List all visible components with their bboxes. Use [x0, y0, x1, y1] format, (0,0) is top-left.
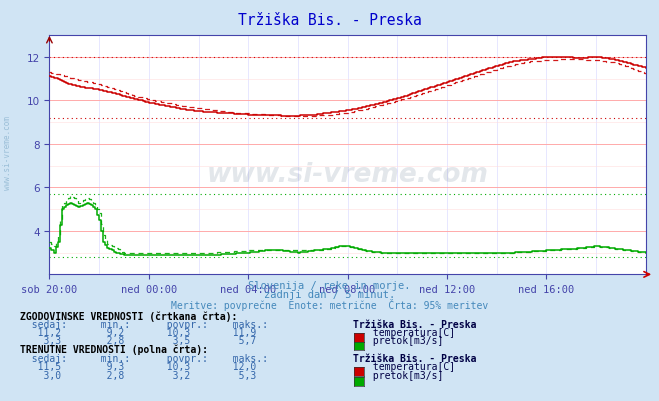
- Text: sedaj:: sedaj:: [20, 319, 67, 329]
- Text: 5,3: 5,3: [221, 370, 256, 380]
- Text: 11,5: 11,5: [20, 361, 61, 371]
- Text: pretok[m3/s]: pretok[m3/s]: [367, 370, 444, 380]
- Text: Tržiška Bis. - Preska: Tržiška Bis. - Preska: [353, 353, 476, 363]
- Text: min.:: min.:: [89, 353, 130, 363]
- Text: maks.:: maks.:: [221, 319, 268, 329]
- Text: povpr.:: povpr.:: [155, 319, 208, 329]
- Text: min.:: min.:: [89, 319, 130, 329]
- Text: Tržiška Bis. - Preska: Tržiška Bis. - Preska: [238, 13, 421, 28]
- Text: temperatura[C]: temperatura[C]: [367, 361, 455, 371]
- Text: 12,0: 12,0: [221, 361, 256, 371]
- Text: www.si-vreme.com: www.si-vreme.com: [3, 115, 13, 189]
- Text: TRENUTNE VREDNOSTI (polna črta):: TRENUTNE VREDNOSTI (polna črta):: [20, 344, 208, 354]
- Text: 2,8: 2,8: [89, 370, 124, 380]
- Text: 2,8: 2,8: [89, 335, 124, 345]
- Text: 11,2: 11,2: [20, 327, 61, 337]
- Text: 9,2: 9,2: [89, 327, 124, 337]
- Text: temperatura[C]: temperatura[C]: [367, 327, 455, 337]
- Text: pretok[m3/s]: pretok[m3/s]: [367, 335, 444, 345]
- Text: 11,9: 11,9: [221, 327, 256, 337]
- Text: 5,7: 5,7: [221, 335, 256, 345]
- Text: www.si-vreme.com: www.si-vreme.com: [207, 162, 488, 187]
- Text: 3,5: 3,5: [155, 335, 190, 345]
- Text: sedaj:: sedaj:: [20, 353, 67, 363]
- Text: maks.:: maks.:: [221, 353, 268, 363]
- Text: zadnji dan / 5 minut.: zadnji dan / 5 minut.: [264, 290, 395, 300]
- Text: Tržiška Bis. - Preska: Tržiška Bis. - Preska: [353, 319, 476, 329]
- Text: 3,0: 3,0: [20, 370, 61, 380]
- Text: 9,3: 9,3: [89, 361, 124, 371]
- Text: 3,3: 3,3: [20, 335, 61, 345]
- Text: 10,3: 10,3: [155, 361, 190, 371]
- Text: ZGODOVINSKE VREDNOSTI (črtkana črta):: ZGODOVINSKE VREDNOSTI (črtkana črta):: [20, 310, 237, 321]
- Text: Meritve: povprečne  Enote: metrične  Črta: 95% meritev: Meritve: povprečne Enote: metrične Črta:…: [171, 298, 488, 310]
- Text: 10,3: 10,3: [155, 327, 190, 337]
- Text: povpr.:: povpr.:: [155, 353, 208, 363]
- Text: 3,2: 3,2: [155, 370, 190, 380]
- Text: Slovenija / reke in morje.: Slovenija / reke in morje.: [248, 281, 411, 291]
